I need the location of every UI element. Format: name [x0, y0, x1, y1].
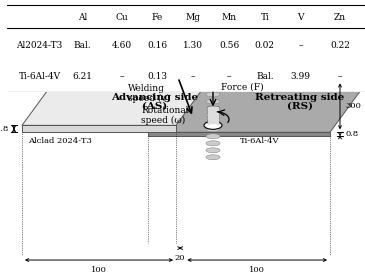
Text: Al2024-T3: Al2024-T3 — [16, 41, 63, 50]
Polygon shape — [22, 73, 214, 125]
Text: 0.13: 0.13 — [147, 72, 168, 81]
Text: 100: 100 — [91, 266, 107, 274]
Text: 20: 20 — [175, 254, 185, 262]
Text: –: – — [227, 72, 231, 81]
Ellipse shape — [204, 121, 222, 129]
Text: Ti-6Al-4V: Ti-6Al-4V — [240, 137, 280, 145]
Text: –: – — [119, 72, 124, 81]
Text: V: V — [297, 13, 304, 22]
Text: Mn: Mn — [222, 13, 237, 22]
Text: Rotational
speed (ω): Rotational speed (ω) — [141, 106, 188, 125]
Polygon shape — [148, 132, 330, 136]
Text: Ti: Ti — [260, 13, 269, 22]
Ellipse shape — [206, 113, 220, 118]
Text: 4.60: 4.60 — [112, 41, 132, 50]
Text: 6.21: 6.21 — [72, 72, 92, 81]
Text: 1.8: 1.8 — [0, 125, 9, 133]
Ellipse shape — [206, 92, 220, 97]
Text: Welding
speed (v): Welding speed (v) — [128, 84, 170, 103]
Text: Zn: Zn — [334, 13, 346, 22]
Text: 1.30: 1.30 — [183, 41, 203, 50]
Text: Fe: Fe — [152, 13, 163, 22]
Text: Bal.: Bal. — [256, 72, 274, 81]
Ellipse shape — [206, 148, 220, 153]
Ellipse shape — [206, 120, 220, 125]
Text: –: – — [298, 41, 303, 50]
Ellipse shape — [206, 141, 220, 146]
Text: 3.99: 3.99 — [291, 72, 311, 81]
Text: 100: 100 — [249, 266, 265, 274]
Text: Cu: Cu — [115, 13, 128, 22]
Text: Retreating side: Retreating side — [255, 94, 345, 102]
Ellipse shape — [206, 99, 220, 104]
Text: Ti-6Al-4V: Ti-6Al-4V — [18, 72, 61, 81]
Text: 300: 300 — [345, 102, 361, 110]
Ellipse shape — [206, 155, 220, 160]
Text: Al: Al — [78, 13, 87, 22]
Text: Force (F): Force (F) — [221, 83, 264, 92]
Text: Bal.: Bal. — [74, 41, 91, 50]
Ellipse shape — [206, 106, 220, 111]
Polygon shape — [22, 125, 176, 132]
Ellipse shape — [206, 127, 220, 132]
Text: (AS): (AS) — [142, 101, 168, 110]
Text: 0.56: 0.56 — [219, 41, 239, 50]
Text: 0.8: 0.8 — [345, 130, 358, 138]
Text: (RS): (RS) — [287, 101, 313, 110]
Text: Mg: Mg — [186, 13, 201, 22]
Text: –: – — [338, 72, 342, 81]
Text: Advancing side: Advancing side — [111, 94, 199, 102]
Text: –: – — [191, 72, 196, 81]
Polygon shape — [148, 80, 365, 132]
Text: 0.22: 0.22 — [330, 41, 350, 50]
Text: 0.16: 0.16 — [147, 41, 168, 50]
Ellipse shape — [206, 134, 220, 139]
Text: Alclad 2024-T3: Alclad 2024-T3 — [28, 137, 92, 145]
Text: 0.02: 0.02 — [255, 41, 275, 50]
